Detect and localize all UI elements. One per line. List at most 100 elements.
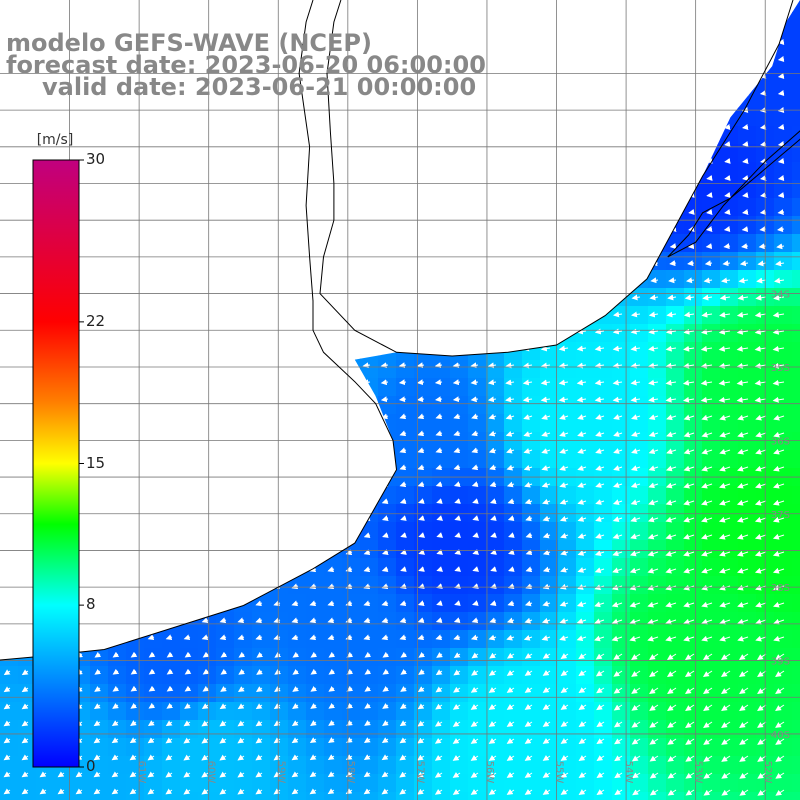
field-cell bbox=[558, 360, 577, 379]
wind-vector bbox=[777, 175, 785, 181]
field-cell bbox=[360, 738, 379, 757]
field-cell bbox=[360, 558, 379, 577]
field-cell bbox=[792, 162, 800, 181]
field-cell bbox=[324, 774, 343, 793]
wind-vector bbox=[577, 431, 587, 437]
field-cell bbox=[270, 702, 289, 721]
field-cell bbox=[144, 684, 163, 703]
wind-vector bbox=[665, 362, 677, 369]
field-cell bbox=[360, 630, 379, 649]
field-cell bbox=[630, 612, 649, 631]
field-cell bbox=[18, 774, 37, 793]
field-cell bbox=[162, 684, 181, 703]
field-cell bbox=[198, 666, 217, 685]
field-cell bbox=[630, 306, 649, 325]
wind-vector bbox=[398, 379, 407, 386]
field-cell bbox=[504, 450, 523, 469]
field-cell bbox=[108, 774, 127, 793]
field-cell bbox=[576, 558, 595, 577]
field-cell bbox=[720, 234, 739, 253]
field-cell bbox=[522, 612, 541, 631]
field-cell bbox=[180, 756, 199, 775]
field-cell bbox=[540, 702, 559, 721]
field-cell bbox=[774, 72, 793, 91]
field-cell bbox=[558, 450, 577, 469]
field-cell bbox=[576, 414, 595, 433]
field-cell bbox=[126, 684, 145, 703]
field-cell bbox=[774, 630, 793, 649]
field-cell bbox=[396, 684, 415, 703]
wind-vector bbox=[724, 141, 731, 147]
wind-vector bbox=[435, 396, 443, 403]
wind-vector bbox=[722, 260, 731, 267]
field-cell bbox=[90, 738, 109, 757]
field-cell bbox=[486, 414, 505, 433]
field-cell bbox=[288, 648, 307, 667]
wind-vector bbox=[742, 141, 749, 147]
field-cell bbox=[162, 738, 181, 757]
wind-vector bbox=[736, 311, 749, 318]
field-cell bbox=[774, 252, 793, 271]
field-cell bbox=[396, 702, 415, 721]
field-cell bbox=[108, 738, 127, 757]
field-cell bbox=[486, 522, 505, 541]
field-cell bbox=[792, 684, 800, 703]
field-cell bbox=[522, 504, 541, 523]
wind-vector bbox=[772, 379, 785, 386]
field-cell bbox=[270, 612, 289, 631]
wind-vector bbox=[666, 431, 677, 438]
field-cell bbox=[540, 504, 559, 523]
field-cell bbox=[270, 630, 289, 649]
wind-vector bbox=[665, 379, 677, 386]
field-cell bbox=[774, 540, 793, 559]
field-cell bbox=[432, 666, 451, 685]
field-cell bbox=[504, 378, 523, 397]
field-cell bbox=[666, 738, 685, 757]
field-cell bbox=[432, 774, 451, 793]
wind-vector bbox=[683, 431, 695, 438]
field-cell bbox=[324, 702, 343, 721]
field-cell bbox=[180, 702, 199, 721]
wind-vector bbox=[776, 243, 785, 250]
field-cell bbox=[450, 774, 469, 793]
wind-vector bbox=[576, 328, 587, 335]
field-cell bbox=[774, 126, 793, 145]
field-cell bbox=[738, 648, 757, 667]
wind-vector bbox=[741, 226, 749, 233]
field-cell bbox=[450, 432, 469, 451]
field-cell bbox=[630, 432, 649, 451]
field-cell bbox=[648, 540, 667, 559]
field-cell bbox=[360, 774, 379, 793]
field-cell bbox=[612, 558, 631, 577]
wind-vector bbox=[399, 447, 407, 454]
latitude-label: 35S bbox=[771, 363, 790, 374]
field-cell bbox=[720, 504, 739, 523]
wind-vector bbox=[706, 175, 713, 181]
field-cell bbox=[648, 270, 667, 289]
field-cell bbox=[558, 558, 577, 577]
field-cell bbox=[792, 342, 800, 361]
field-cell bbox=[558, 522, 577, 541]
field-cell bbox=[738, 378, 757, 397]
field-cell bbox=[522, 756, 541, 775]
field-cell bbox=[594, 702, 613, 721]
field-cell bbox=[324, 756, 343, 775]
field-cell bbox=[792, 522, 800, 541]
wind-vector bbox=[724, 209, 731, 215]
field-cell bbox=[702, 234, 721, 253]
field-cell bbox=[306, 630, 325, 649]
field-cell bbox=[738, 756, 757, 775]
field-cell bbox=[702, 792, 721, 800]
wind-vector bbox=[688, 209, 695, 215]
field-cell bbox=[414, 360, 433, 379]
field-cell bbox=[630, 558, 649, 577]
field-cell bbox=[684, 792, 703, 800]
field-cell bbox=[540, 540, 559, 559]
field-cell bbox=[378, 504, 397, 523]
field-cell bbox=[180, 738, 199, 757]
field-cell bbox=[126, 702, 145, 721]
field-cell bbox=[792, 36, 800, 55]
field-cell bbox=[270, 774, 289, 793]
field-cell bbox=[432, 432, 451, 451]
field-cell bbox=[180, 774, 199, 793]
